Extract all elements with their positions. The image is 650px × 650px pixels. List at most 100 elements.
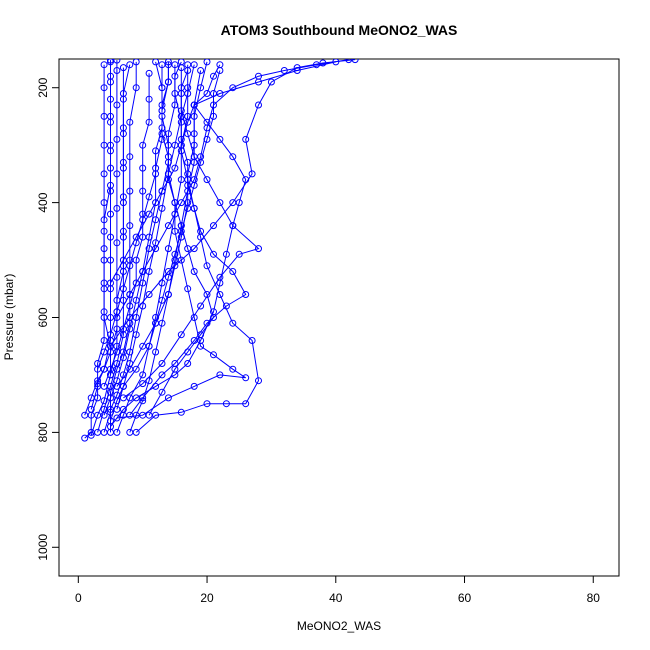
data-point xyxy=(126,61,134,69)
data-point xyxy=(139,141,147,149)
data-point xyxy=(145,69,153,77)
x-tick-label: 20 xyxy=(200,591,214,605)
data-point xyxy=(119,405,127,413)
data-point xyxy=(81,411,89,419)
series-23 xyxy=(113,67,224,390)
data-point xyxy=(184,348,192,356)
data-point xyxy=(184,67,192,74)
data-point xyxy=(293,67,301,74)
data-point xyxy=(139,164,147,172)
data-point xyxy=(113,170,121,178)
data-point xyxy=(203,262,211,270)
series-line xyxy=(116,59,349,318)
data-point xyxy=(100,411,108,419)
data-point xyxy=(152,245,160,253)
data-point xyxy=(107,423,114,431)
series-19 xyxy=(87,59,114,413)
data-point xyxy=(203,400,211,408)
data-point xyxy=(184,158,192,166)
y-axis-label: Pressure (mbar) xyxy=(2,274,16,361)
data-point xyxy=(132,428,140,436)
data-point xyxy=(107,112,114,120)
data-point xyxy=(222,400,230,408)
data-point xyxy=(113,428,121,436)
data-point xyxy=(164,153,172,161)
data-point xyxy=(107,59,114,64)
data-point xyxy=(100,279,108,287)
data-point xyxy=(107,78,114,86)
data-point xyxy=(171,250,179,258)
data-point xyxy=(100,216,108,224)
data-point xyxy=(210,222,217,230)
data-point xyxy=(132,84,140,92)
data-point xyxy=(107,147,114,155)
data-point xyxy=(177,90,185,97)
data-point xyxy=(107,233,114,241)
series-line xyxy=(116,64,189,433)
data-point xyxy=(190,382,198,390)
data-point xyxy=(107,394,114,402)
series-line xyxy=(90,60,111,410)
series-24 xyxy=(100,69,153,390)
data-point xyxy=(119,199,127,207)
data-point xyxy=(132,59,140,66)
series-layer xyxy=(81,59,359,442)
data-point xyxy=(139,233,147,241)
data-point xyxy=(164,245,172,253)
data-point xyxy=(126,365,134,373)
data-point xyxy=(152,199,160,207)
data-point xyxy=(197,158,205,166)
data-point xyxy=(145,193,153,201)
data-point xyxy=(216,273,224,281)
data-point xyxy=(197,227,205,235)
data-point xyxy=(139,380,147,388)
data-point xyxy=(100,382,108,390)
data-point xyxy=(210,72,217,80)
data-point xyxy=(184,285,192,293)
series-line xyxy=(116,70,221,387)
data-point xyxy=(216,199,224,207)
data-point xyxy=(113,204,121,212)
data-point xyxy=(184,360,192,367)
data-point xyxy=(203,135,211,143)
data-point xyxy=(164,222,172,230)
data-point xyxy=(119,354,127,362)
data-point xyxy=(216,67,224,74)
series-line xyxy=(110,64,195,422)
data-point xyxy=(113,414,121,422)
data-point xyxy=(119,64,127,72)
data-point xyxy=(177,112,185,120)
data-point xyxy=(126,153,134,161)
data-point xyxy=(210,112,217,120)
x-axis: 0 20 40 60 80 xyxy=(75,575,601,605)
data-point xyxy=(139,342,147,350)
data-point xyxy=(113,239,121,247)
series-17 xyxy=(107,59,340,287)
data-point xyxy=(242,291,250,298)
data-point xyxy=(197,302,205,310)
data-point xyxy=(203,291,211,298)
data-point xyxy=(132,296,140,304)
data-point xyxy=(210,250,217,258)
data-point xyxy=(81,434,89,442)
data-point xyxy=(222,250,230,258)
data-point xyxy=(158,371,166,379)
series-line xyxy=(116,61,208,410)
x-tick-label: 80 xyxy=(587,591,601,605)
data-point xyxy=(126,302,134,310)
data-point xyxy=(139,371,147,379)
data-point xyxy=(313,61,320,69)
data-point xyxy=(177,408,185,416)
data-point xyxy=(100,245,108,253)
data-point xyxy=(177,227,185,235)
data-point xyxy=(158,101,166,109)
data-point xyxy=(113,67,121,74)
data-point xyxy=(197,84,205,92)
data-point xyxy=(216,371,224,379)
data-point xyxy=(132,256,140,264)
data-point xyxy=(190,181,198,189)
data-point xyxy=(197,67,205,74)
data-point xyxy=(145,118,153,126)
data-point xyxy=(119,268,127,275)
